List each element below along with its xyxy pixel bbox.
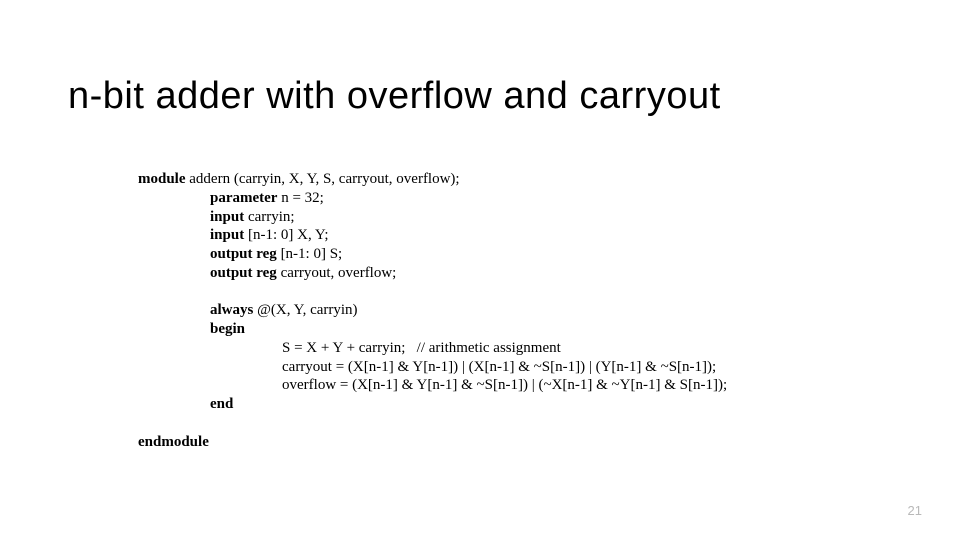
code-text: [n-1: 0] X, Y; <box>244 227 328 243</box>
code-text: carryout = (X[n-1] & Y[n-1]) | (X[n-1] &… <box>282 359 716 375</box>
code-line: begin <box>138 320 727 339</box>
keyword: parameter <box>210 190 277 206</box>
page-number: 21 <box>908 503 922 518</box>
keyword: begin <box>210 321 245 337</box>
code-text: S = X + Y + carryin; // arithmetic assig… <box>282 340 561 356</box>
code-line: always @(X, Y, carryin) <box>138 301 727 320</box>
code-line: output reg [n-1: 0] S; <box>138 245 727 264</box>
code-line: carryout = (X[n-1] & Y[n-1]) | (X[n-1] &… <box>138 358 727 377</box>
keyword: always <box>210 302 253 318</box>
code-line: module addern (carryin, X, Y, S, carryou… <box>138 170 727 189</box>
code-text: carryin; <box>244 209 294 225</box>
code-line: parameter n = 32; <box>138 189 727 208</box>
code-line: input [n-1: 0] X, Y; <box>138 226 727 245</box>
slide: n-bit adder with overflow and carryout m… <box>0 0 960 540</box>
keyword: input <box>210 209 244 225</box>
keyword: end <box>210 396 233 412</box>
blank-line <box>138 283 727 302</box>
code-text: n = 32; <box>277 190 323 206</box>
code-text: addern (carryin, X, Y, S, carryout, over… <box>186 171 460 187</box>
code-text: overflow = (X[n-1] & Y[n-1] & ~S[n-1]) |… <box>282 377 727 393</box>
code-line: endmodule <box>138 433 727 452</box>
code-text: [n-1: 0] S; <box>277 246 342 262</box>
code-line: overflow = (X[n-1] & Y[n-1] & ~S[n-1]) |… <box>138 376 727 395</box>
keyword: module <box>138 171 186 187</box>
code-line: output reg carryout, overflow; <box>138 264 727 283</box>
code-line: input carryin; <box>138 208 727 227</box>
slide-title: n-bit adder with overflow and carryout <box>68 75 721 118</box>
code-text: @(X, Y, carryin) <box>253 302 357 318</box>
keyword: output reg <box>210 265 277 281</box>
code-text: carryout, overflow; <box>277 265 397 281</box>
code-line: end <box>138 395 727 414</box>
code-line: S = X + Y + carryin; // arithmetic assig… <box>138 339 727 358</box>
blank-line <box>138 414 727 433</box>
code-block: module addern (carryin, X, Y, S, carryou… <box>138 170 727 451</box>
keyword: endmodule <box>138 434 209 450</box>
keyword: input <box>210 227 244 243</box>
keyword: output reg <box>210 246 277 262</box>
